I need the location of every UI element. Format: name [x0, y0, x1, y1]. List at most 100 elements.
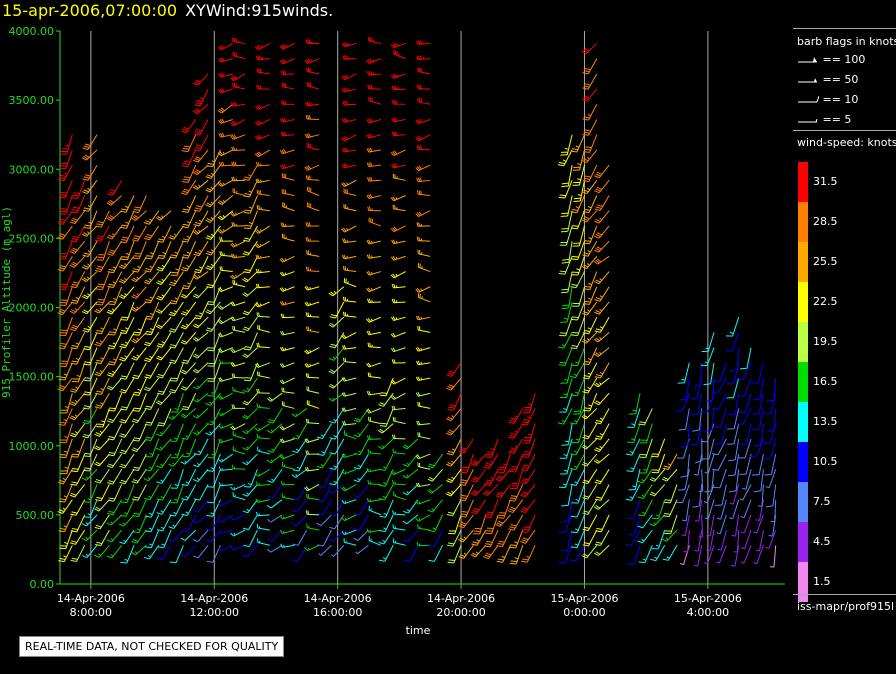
- wind-barb: [683, 545, 690, 565]
- tick-labels: 14-Apr-20068:00:0014-Apr-200612:00:0014-…: [9, 25, 742, 619]
- barb-half-feather: [599, 308, 603, 312]
- barb-feather: [195, 169, 201, 173]
- wind-barb: [384, 453, 394, 471]
- barb-feather: [569, 375, 576, 379]
- wind-barb: [344, 179, 357, 187]
- colorbar-label: 19.5: [813, 335, 838, 348]
- wind-barb: [643, 499, 653, 517]
- barb-half-feather: [587, 187, 591, 191]
- barb-half-feather: [694, 520, 699, 522]
- barb-feather: [258, 312, 260, 317]
- barb-feather: [195, 315, 202, 317]
- barb-half-feather: [642, 558, 647, 561]
- wind-barb: [588, 316, 598, 334]
- wind-barb: [282, 453, 295, 460]
- barb-feather: [84, 143, 91, 146]
- x-tick-time: 20:00:00: [436, 606, 485, 619]
- wind-barb: [683, 362, 690, 384]
- barb-feather: [81, 296, 88, 300]
- barb-feather: [70, 211, 78, 214]
- barb-feather: [445, 493, 451, 497]
- barb-half-feather: [210, 263, 214, 267]
- wind-barb: [174, 316, 184, 333]
- wind-barb: [578, 286, 585, 307]
- wind-barb: [732, 377, 740, 398]
- wind-barb: [385, 408, 394, 427]
- barb-feather: [523, 526, 530, 529]
- wind-barb: [220, 362, 233, 364]
- barb-half-feather: [172, 462, 176, 466]
- barb-feather: [143, 237, 150, 241]
- barb-half-feather: [161, 543, 165, 546]
- barb-half-feather: [210, 512, 214, 515]
- barb-feather: [169, 346, 175, 349]
- wind-barb: [220, 58, 233, 63]
- barb-feather: [306, 438, 310, 443]
- barb-feather: [168, 313, 175, 317]
- barb-half-feather: [742, 487, 747, 490]
- barb-feather: [292, 543, 299, 546]
- wind-barb: [138, 195, 147, 213]
- barb-feather: [71, 470, 78, 473]
- barb-half-feather: [87, 231, 90, 234]
- wind-barb: [744, 393, 752, 413]
- barb-half-feather: [161, 235, 166, 239]
- wind-barb: [270, 453, 283, 464]
- barb-feather: [594, 220, 600, 224]
- barb-half-feather: [575, 361, 579, 364]
- barb-feather: [134, 252, 142, 255]
- barb-feather: [242, 461, 248, 466]
- wind-barb: [76, 514, 86, 532]
- wind-barb: [138, 499, 147, 517]
- wind-barb: [450, 408, 462, 422]
- barb-feather: [71, 197, 78, 199]
- barb-feather: [393, 298, 396, 303]
- barb-feather: [594, 299, 601, 302]
- barb-feather: [120, 210, 127, 213]
- barb-half-feather: [125, 221, 129, 224]
- barb-feather: [58, 347, 65, 350]
- barb-feather: [83, 145, 90, 148]
- wind-barb: [368, 118, 381, 124]
- barb-feather: [131, 340, 137, 344]
- barb-feather: [158, 390, 165, 393]
- barb-feather: [279, 258, 284, 263]
- barb-feather: [304, 286, 308, 291]
- barb-half-feather: [394, 540, 397, 543]
- wind-barb: [270, 392, 283, 402]
- barb-feather: [170, 344, 177, 347]
- barb-half-feather: [196, 477, 200, 481]
- wind-barb: [257, 527, 270, 531]
- barb-feather: [328, 490, 334, 494]
- barb-feather: [663, 476, 669, 480]
- barb-feather: [156, 357, 162, 361]
- wind-barb: [110, 514, 123, 526]
- wind-barb: [135, 544, 147, 556]
- barb-feather: [145, 257, 152, 260]
- barb-feather: [132, 216, 138, 220]
- barb-half-feather: [160, 463, 164, 467]
- barb-feather: [242, 178, 249, 181]
- barb-feather: [416, 541, 419, 546]
- wind-barb: [160, 271, 172, 285]
- wind-barb: [100, 484, 110, 501]
- barb-feather: [181, 437, 188, 440]
- wind-barb: [297, 529, 308, 546]
- wind-barb: [433, 529, 444, 547]
- wind-barb: [232, 255, 246, 259]
- wind-barb: [668, 499, 678, 517]
- barb-feather: [83, 155, 89, 160]
- wind-barb: [344, 347, 357, 350]
- wind-barb: [322, 423, 332, 439]
- wind-barb: [137, 362, 147, 379]
- barb-feather: [205, 252, 212, 256]
- barb-column: [377, 377, 394, 562]
- barb-feather: [195, 79, 201, 83]
- barb-feather: [471, 511, 477, 515]
- barb-feather: [207, 303, 214, 306]
- barb-feather: [379, 428, 385, 433]
- barb-feather: [342, 486, 347, 491]
- wind-barb: [113, 438, 123, 456]
- barb-feather: [107, 512, 113, 516]
- barb-feather: [572, 316, 579, 319]
